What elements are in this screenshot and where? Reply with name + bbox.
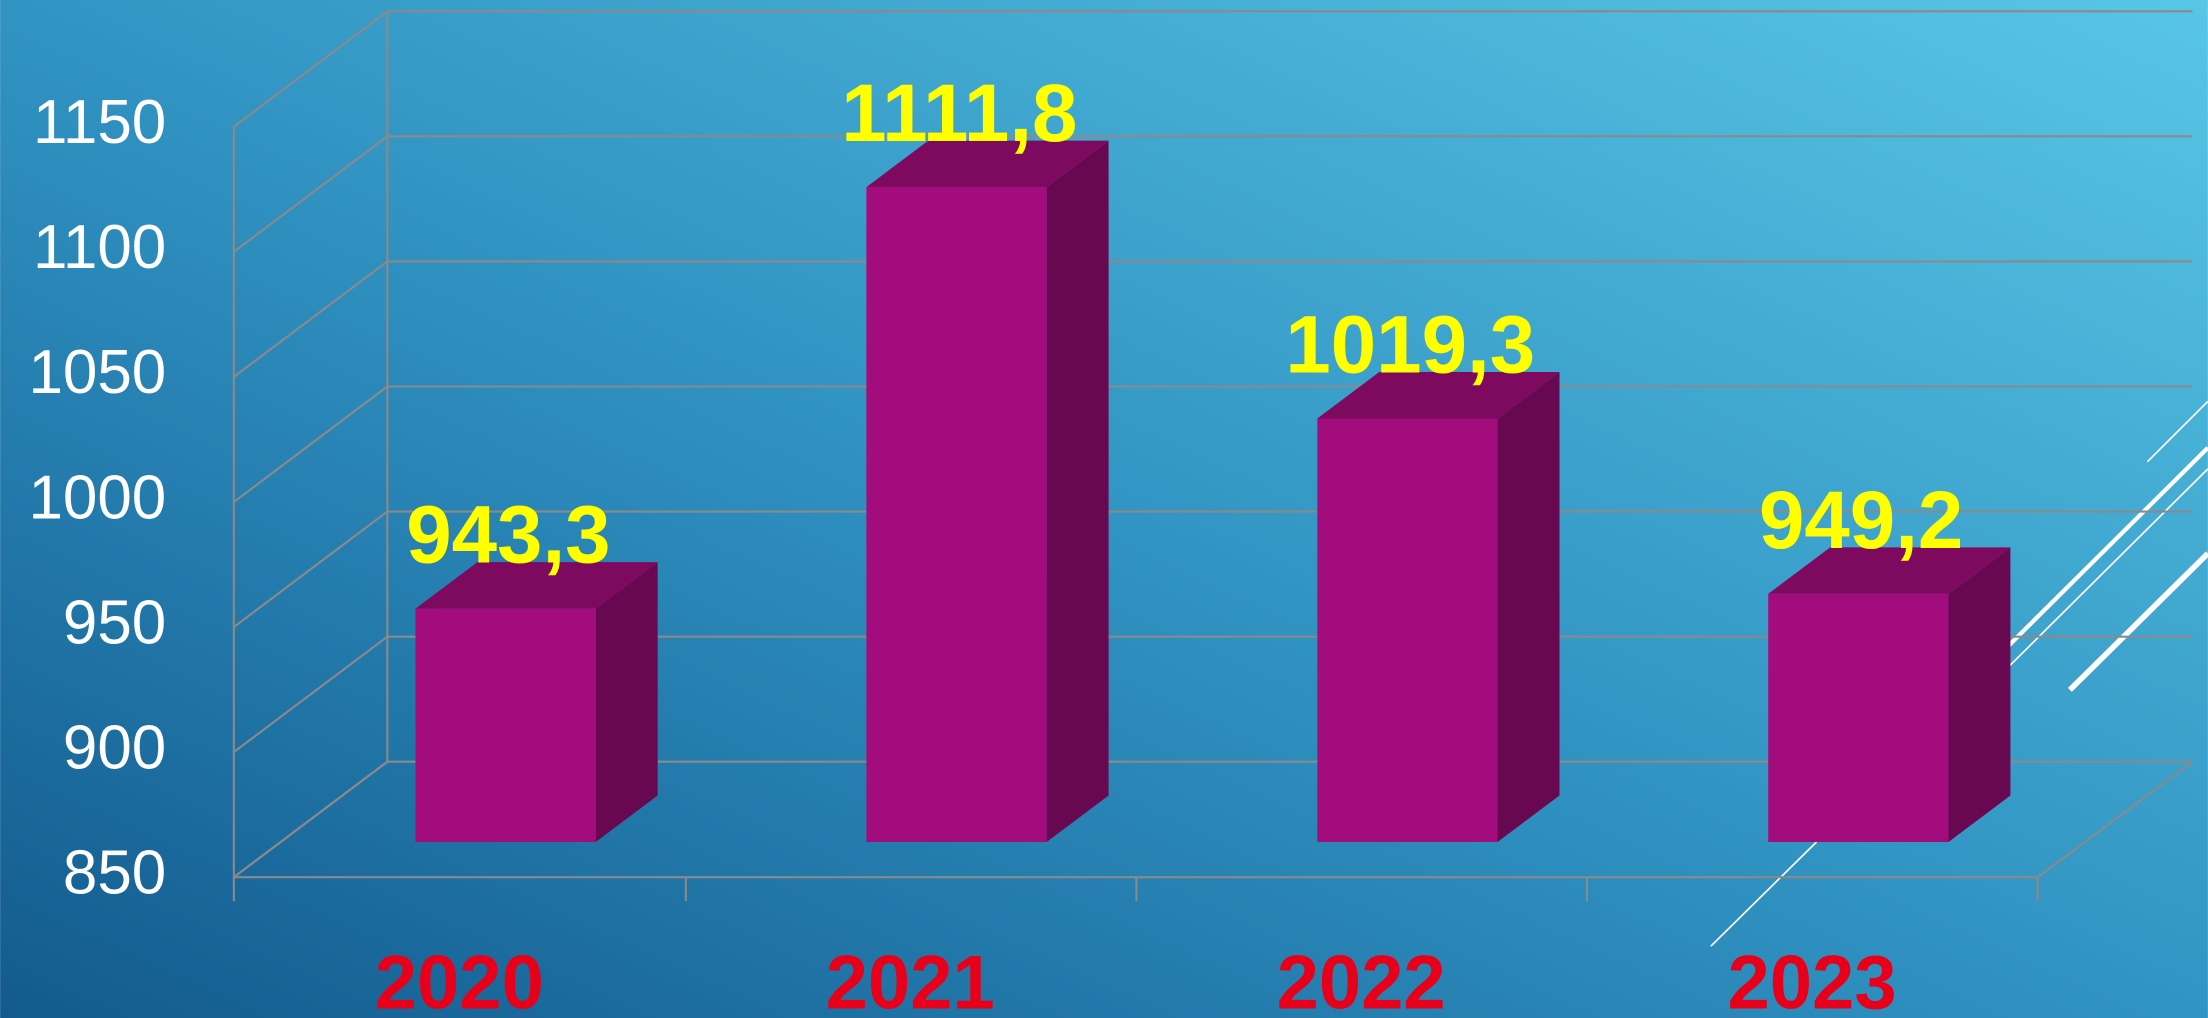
grid-line <box>233 510 2193 628</box>
bar-top <box>1768 547 2011 594</box>
x-tick-label: 2020 <box>375 941 544 1018</box>
y-tick-label: 1100 <box>33 213 166 282</box>
bar-top <box>866 140 1109 188</box>
bar-top <box>415 562 658 609</box>
y-tick-label: 900 <box>63 713 166 782</box>
grid-line <box>233 760 2193 879</box>
bar-side <box>1046 140 1109 842</box>
bar <box>1768 593 1949 842</box>
y-tick-label: 850 <box>63 839 166 908</box>
bar <box>866 187 1047 842</box>
bar-side <box>595 562 658 842</box>
grid-line <box>233 260 2193 378</box>
x-tick-label: 2023 <box>1728 941 1897 1018</box>
data-label: 1019,3 <box>1285 299 1535 390</box>
bar <box>1317 418 1498 842</box>
y-tick-label: 1150 <box>33 88 166 157</box>
x-tick-label: 2022 <box>1277 941 1446 1018</box>
bar-side <box>1497 372 1560 842</box>
data-label: 1111,8 <box>841 68 1077 159</box>
y-tick-label: 1000 <box>28 463 166 532</box>
data-label: 949,2 <box>1759 475 1963 566</box>
grid-line <box>233 135 2193 253</box>
decoration <box>1710 400 2208 947</box>
data-label: 943,3 <box>406 490 610 581</box>
bar-top <box>1317 372 1560 419</box>
y-tick-label: 1050 <box>28 338 166 407</box>
grid-line <box>233 10 2193 128</box>
y-tick-label: 950 <box>63 588 166 657</box>
grid-line <box>233 635 2193 753</box>
bar <box>415 608 596 842</box>
bar-side <box>1948 547 2011 842</box>
grid-line <box>233 385 2193 503</box>
x-tick-label: 2021 <box>826 941 995 1018</box>
